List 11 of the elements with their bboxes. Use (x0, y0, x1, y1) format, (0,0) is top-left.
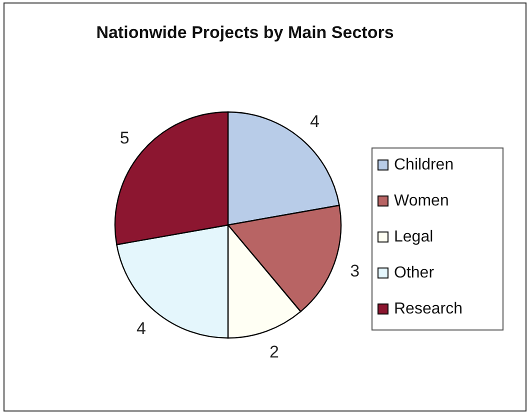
data-label: 4 (136, 318, 146, 338)
chart-title: Nationwide Projects by Main Sectors (96, 23, 394, 42)
legend-label: Research (394, 300, 462, 318)
data-label: 5 (120, 128, 130, 148)
legend-label: Women (394, 192, 449, 210)
data-label: 3 (350, 262, 360, 281)
legend-label: Legal (394, 228, 434, 246)
data-label: 2 (269, 342, 279, 362)
data-label: 4 (310, 112, 320, 132)
legend-label: Other (394, 264, 435, 282)
legend-label: Children (394, 156, 454, 174)
